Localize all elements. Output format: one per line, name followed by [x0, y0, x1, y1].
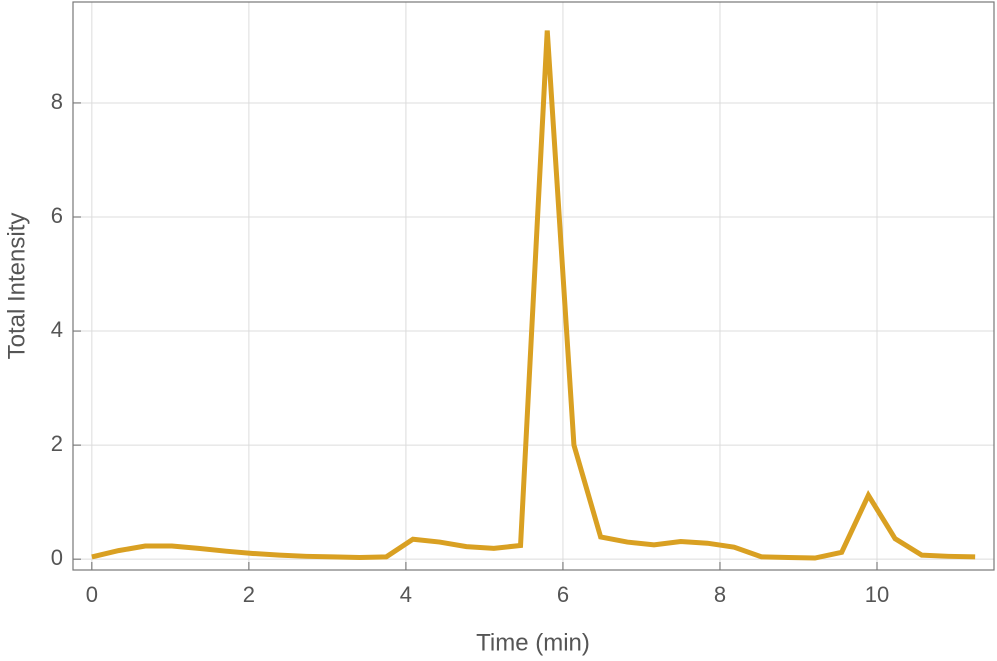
- x-tick-label: 8: [714, 582, 726, 607]
- x-tick-label: 6: [557, 582, 569, 607]
- line-series: [91, 30, 976, 561]
- y-tick-label: 8: [51, 89, 63, 114]
- x-tick-label: 10: [865, 582, 889, 607]
- y-axis-title: Total Intensity: [3, 213, 30, 360]
- y-tick-label: 0: [51, 545, 63, 570]
- plot-frame: [72, 1, 995, 571]
- y-tick-label: 6: [51, 203, 63, 228]
- x-axis-title: Time (min): [476, 629, 590, 656]
- x-tick-label: 2: [243, 582, 255, 607]
- y-tick-label: 2: [51, 431, 63, 456]
- x-tick-label: 4: [400, 582, 412, 607]
- x-tick-label: 0: [86, 582, 98, 607]
- y-tick-label: 4: [51, 317, 63, 342]
